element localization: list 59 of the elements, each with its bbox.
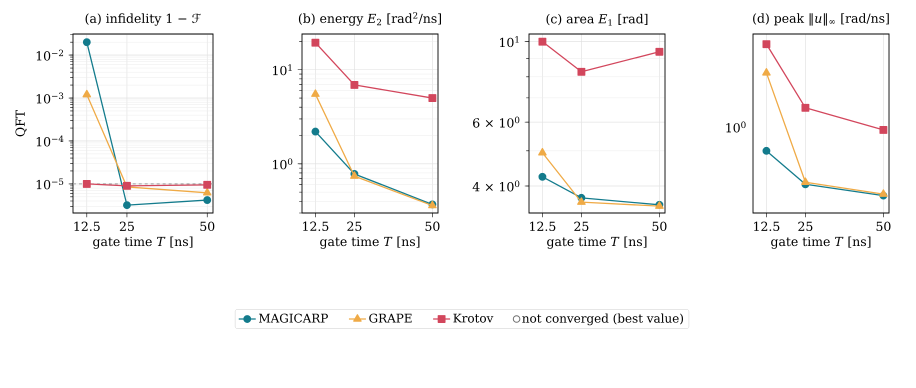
y-tick-label: 10$^{1}$: [500, 36, 519, 48]
legend-label: Krotov: [453, 314, 494, 323]
y-tick-label: 6 × 10$^{0}$: [473, 116, 520, 128]
chart-title: (b) energy E$_{2}$ [rad$^{2}$/ns]: [298, 12, 441, 26]
point: [123, 201, 131, 210]
x-tick-label: 12.5: [74, 222, 100, 232]
y-tick-label: 10$^{1}$: [273, 64, 292, 76]
x-tick-label: 25: [347, 222, 362, 231]
point: [82, 38, 91, 46]
point: [203, 180, 212, 189]
chart-title: (d) peak ‖u‖$_{∞}$ [rad/ns]: [753, 13, 889, 26]
chart-title: (a) infidelity 1 − ℱ: [86, 13, 202, 26]
point: [82, 90, 92, 98]
y-tick-label: 10$^{−4}$: [36, 135, 64, 146]
y-axis-title: QFT: [15, 110, 27, 136]
point: [762, 68, 771, 76]
legend-label: GRAPE: [369, 314, 412, 323]
point: [311, 128, 320, 136]
point: [311, 89, 320, 97]
x-axis-title: gate time T [ns]: [771, 236, 870, 249]
x-tick-label: 12.5: [303, 222, 328, 231]
point: [801, 177, 810, 186]
point: [577, 197, 586, 205]
x-tick-label: 50: [200, 222, 214, 232]
x-axis-title: gate time T [ns]: [93, 236, 192, 249]
point: [428, 94, 436, 102]
x-axis-title: gate time T [ns]: [320, 236, 420, 249]
x-tick-label: 50: [876, 222, 890, 232]
point: [762, 146, 770, 155]
x-tick-label: 12.5: [754, 222, 780, 232]
chart-title: (c) area E$_{1}$ [rad]: [546, 14, 648, 26]
point: [538, 172, 546, 181]
x-tick-label: 25: [120, 222, 134, 232]
legend-label: not converged (best value): [522, 314, 683, 326]
x-tick-label: 12.5: [530, 222, 556, 232]
y-tick-label: 10$^{−3}$: [36, 92, 64, 104]
point: [350, 80, 358, 89]
point: [82, 180, 91, 188]
point: [879, 189, 888, 197]
y-tick-label: 4 × 10$^{0}$: [472, 180, 520, 192]
y-tick-label: 10$^{−5}$: [36, 178, 64, 190]
x-tick-label: 25: [798, 222, 812, 232]
point: [655, 48, 664, 56]
x-tick-label: 25: [574, 222, 588, 232]
point: [203, 196, 212, 204]
point: [538, 38, 546, 46]
point: [311, 38, 320, 47]
x-tick-label: 50: [426, 222, 440, 231]
legend-label: MAGICARP: [258, 314, 328, 323]
x-tick-label: 50: [652, 222, 666, 232]
point: [202, 188, 212, 196]
point: [879, 126, 888, 134]
x-axis-title: gate time T [ns]: [547, 236, 646, 249]
point: [577, 68, 586, 76]
text: 10$^{0}$: [726, 122, 746, 132]
point: [801, 104, 810, 112]
point: [538, 148, 547, 156]
y-tick-label: 10$^{−2}$: [36, 50, 64, 61]
point: [762, 40, 770, 48]
